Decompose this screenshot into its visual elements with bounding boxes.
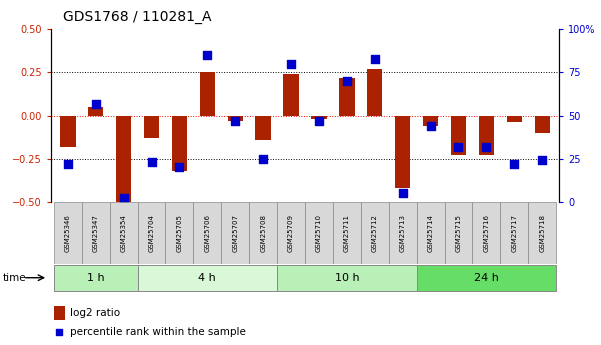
Text: GSM25707: GSM25707 bbox=[232, 214, 238, 252]
Bar bbox=[172, 116, 187, 171]
Bar bbox=[165, 202, 194, 264]
Bar bbox=[500, 202, 528, 264]
Bar bbox=[395, 116, 410, 188]
Text: 10 h: 10 h bbox=[335, 273, 359, 283]
Bar bbox=[277, 265, 416, 291]
Point bbox=[258, 156, 268, 161]
Bar bbox=[305, 202, 333, 264]
Point bbox=[342, 78, 352, 84]
Text: GSM25711: GSM25711 bbox=[344, 214, 350, 252]
Text: time: time bbox=[3, 273, 26, 283]
Text: GSM25717: GSM25717 bbox=[511, 214, 517, 252]
Point bbox=[314, 118, 324, 124]
Bar bbox=[423, 116, 438, 126]
Text: GSM25716: GSM25716 bbox=[483, 214, 489, 252]
Point bbox=[481, 144, 491, 149]
Text: GSM25347: GSM25347 bbox=[93, 214, 99, 252]
Text: GDS1768 / 110281_A: GDS1768 / 110281_A bbox=[63, 10, 212, 24]
Bar bbox=[249, 202, 277, 264]
Text: GSM25704: GSM25704 bbox=[148, 214, 154, 252]
Text: GSM25714: GSM25714 bbox=[427, 214, 433, 252]
Point bbox=[147, 159, 156, 165]
Text: GSM25706: GSM25706 bbox=[204, 214, 210, 252]
Bar bbox=[333, 202, 361, 264]
Bar bbox=[138, 202, 165, 264]
Bar bbox=[311, 116, 326, 119]
Point bbox=[63, 161, 73, 167]
Bar bbox=[528, 202, 556, 264]
Point bbox=[510, 161, 519, 167]
Bar bbox=[88, 107, 103, 116]
Text: 24 h: 24 h bbox=[474, 273, 499, 283]
Bar bbox=[367, 69, 382, 116]
Bar bbox=[416, 265, 556, 291]
Point bbox=[370, 56, 380, 61]
Bar bbox=[116, 116, 131, 202]
Point bbox=[203, 52, 212, 58]
Text: percentile rank within the sample: percentile rank within the sample bbox=[70, 327, 246, 337]
Text: 1 h: 1 h bbox=[87, 273, 105, 283]
Point bbox=[175, 165, 185, 170]
Bar bbox=[221, 202, 249, 264]
Bar bbox=[507, 116, 522, 122]
Bar bbox=[534, 116, 550, 133]
Bar bbox=[54, 202, 82, 264]
Bar bbox=[479, 116, 494, 155]
Bar bbox=[416, 202, 445, 264]
Text: GSM25354: GSM25354 bbox=[121, 214, 127, 252]
Point bbox=[398, 190, 407, 196]
Bar bbox=[144, 116, 159, 138]
Bar bbox=[82, 202, 109, 264]
Bar bbox=[60, 116, 76, 147]
Point bbox=[230, 118, 240, 124]
Bar bbox=[138, 265, 277, 291]
Text: GSM25715: GSM25715 bbox=[456, 214, 462, 252]
Bar bbox=[472, 202, 500, 264]
Bar bbox=[200, 72, 215, 116]
Bar bbox=[277, 202, 305, 264]
Bar bbox=[194, 202, 221, 264]
Bar bbox=[361, 202, 389, 264]
Text: log2 ratio: log2 ratio bbox=[70, 308, 120, 317]
Text: GSM25705: GSM25705 bbox=[177, 214, 183, 252]
Point bbox=[119, 196, 129, 201]
Text: GSM25346: GSM25346 bbox=[65, 214, 71, 252]
Bar bbox=[109, 202, 138, 264]
Bar bbox=[228, 116, 243, 121]
Point bbox=[537, 158, 547, 163]
Point bbox=[286, 61, 296, 67]
Text: GSM25718: GSM25718 bbox=[539, 214, 545, 252]
Bar bbox=[284, 74, 299, 116]
Text: GSM25710: GSM25710 bbox=[316, 214, 322, 252]
Text: GSM25708: GSM25708 bbox=[260, 214, 266, 252]
Bar bbox=[53, 306, 65, 320]
Point bbox=[91, 101, 100, 106]
Text: GSM25712: GSM25712 bbox=[372, 214, 378, 252]
Bar bbox=[445, 202, 472, 264]
Text: GSM25709: GSM25709 bbox=[288, 214, 294, 252]
Bar bbox=[389, 202, 416, 264]
Bar bbox=[54, 265, 138, 291]
Bar bbox=[339, 78, 355, 116]
Point bbox=[55, 330, 64, 335]
Bar bbox=[255, 116, 271, 140]
Point bbox=[454, 144, 463, 149]
Text: 4 h: 4 h bbox=[198, 273, 216, 283]
Bar bbox=[451, 116, 466, 155]
Point bbox=[426, 123, 435, 129]
Text: GSM25713: GSM25713 bbox=[400, 214, 406, 252]
